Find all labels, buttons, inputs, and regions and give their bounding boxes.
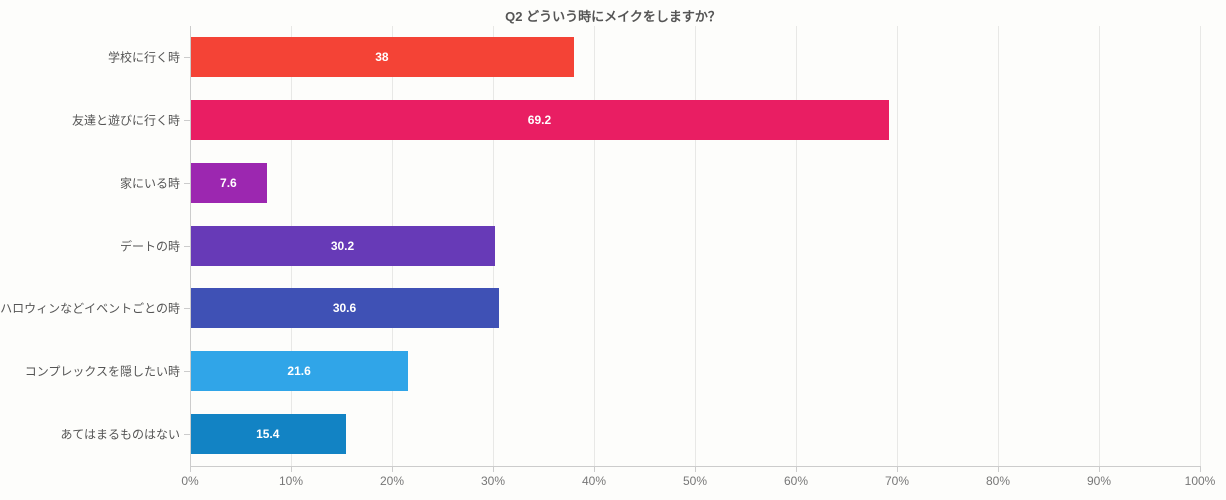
y-category-label: 学校に行く時 bbox=[108, 49, 180, 66]
x-tick-mark bbox=[392, 466, 393, 472]
y-tick-mark bbox=[184, 57, 190, 58]
grid-line bbox=[1099, 26, 1100, 466]
bar-value-label: 30.2 bbox=[331, 239, 354, 253]
x-tick-mark bbox=[190, 466, 191, 472]
bar-value-label: 7.6 bbox=[220, 176, 237, 190]
y-tick-mark bbox=[184, 308, 190, 309]
grid-line bbox=[695, 26, 696, 466]
bar-value-label: 15.4 bbox=[256, 427, 279, 441]
y-tick-mark bbox=[184, 120, 190, 121]
grid-line bbox=[897, 26, 898, 466]
y-tick-mark bbox=[184, 434, 190, 435]
x-tick-label: 90% bbox=[1087, 474, 1111, 488]
x-tick-mark bbox=[594, 466, 595, 472]
bar: 7.6 bbox=[190, 163, 267, 203]
y-tick-mark bbox=[184, 371, 190, 372]
x-tick-label: 70% bbox=[885, 474, 909, 488]
grid-line bbox=[998, 26, 999, 466]
x-tick-mark bbox=[1200, 466, 1201, 472]
x-tick-label: 20% bbox=[380, 474, 404, 488]
bar: 38 bbox=[190, 37, 574, 77]
x-tick-mark bbox=[291, 466, 292, 472]
bar: 30.2 bbox=[190, 226, 495, 266]
x-tick-mark bbox=[493, 466, 494, 472]
x-tick-mark bbox=[897, 466, 898, 472]
y-axis-line bbox=[190, 26, 191, 466]
x-tick-label: 40% bbox=[582, 474, 606, 488]
x-tick-mark bbox=[998, 466, 999, 472]
plot-area: 38 69.2 7.6 30.2 30.6 21.6 15.4 bbox=[190, 26, 1200, 466]
grid-line bbox=[1200, 26, 1201, 466]
y-category-label: 家にいる時 bbox=[120, 174, 180, 191]
y-category-label: あてはまるものはない bbox=[60, 426, 180, 443]
bar-value-label: 21.6 bbox=[287, 364, 310, 378]
bar: 69.2 bbox=[190, 100, 889, 140]
chart-title: Q2 どういう時にメイクをしますか？ bbox=[0, 6, 1226, 25]
y-tick-mark bbox=[184, 183, 190, 184]
bar-value-label: 30.6 bbox=[333, 301, 356, 315]
bar: 30.6 bbox=[190, 288, 499, 328]
x-tick-mark bbox=[695, 466, 696, 472]
chart-container: Q2 どういう時にメイクをしますか？ 38 69.2 7.6 30.2 30.6 21.6… bbox=[0, 0, 1226, 500]
y-category-label: デートの時 bbox=[120, 237, 180, 254]
x-tick-label: 80% bbox=[986, 474, 1010, 488]
x-tick-label: 50% bbox=[683, 474, 707, 488]
x-tick-label: 30% bbox=[481, 474, 505, 488]
y-category-label: 友達と遊びに行く時 bbox=[72, 111, 180, 128]
x-tick-label: 10% bbox=[279, 474, 303, 488]
bar-value-label: 69.2 bbox=[528, 113, 551, 127]
x-tick-label: 100% bbox=[1185, 474, 1216, 488]
bar: 21.6 bbox=[190, 351, 408, 391]
x-tick-mark bbox=[1099, 466, 1100, 472]
y-category-label: ハロウィンなどイベントごとの時 bbox=[0, 300, 180, 317]
y-tick-mark bbox=[184, 246, 190, 247]
bar-value-label: 38 bbox=[375, 50, 388, 64]
grid-line bbox=[796, 26, 797, 466]
x-tick-label: 0% bbox=[181, 474, 198, 488]
y-category-label: コンプレックスを隠したい時 bbox=[25, 363, 180, 380]
bar: 15.4 bbox=[190, 414, 346, 454]
grid-line bbox=[594, 26, 595, 466]
x-tick-label: 60% bbox=[784, 474, 808, 488]
x-tick-mark bbox=[796, 466, 797, 472]
